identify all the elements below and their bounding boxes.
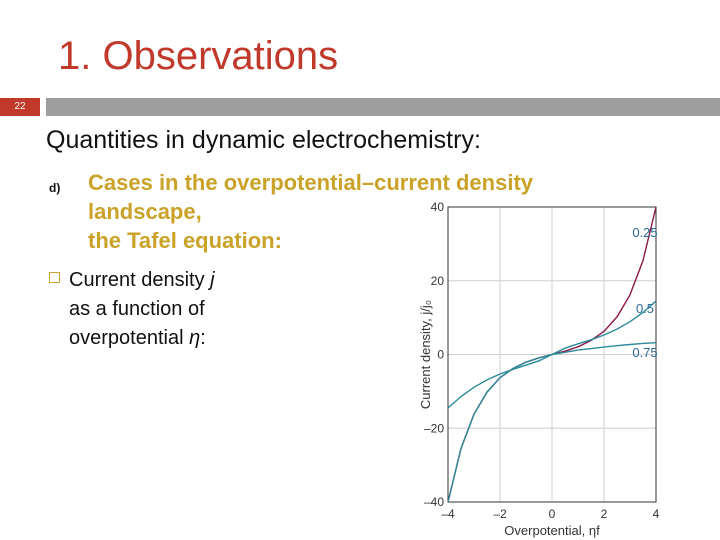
x-tick-label: –2 bbox=[493, 507, 507, 521]
bullet2-colon: : bbox=[200, 327, 206, 349]
bullet2-line1-text: Current density bbox=[69, 269, 211, 291]
y-axis-label: Current density, j/j₀ bbox=[418, 300, 433, 409]
series-labels: 0.25 0.5 0.75 bbox=[632, 225, 657, 360]
item-d-line2: landscape, bbox=[88, 199, 202, 224]
page-number: 22 bbox=[14, 101, 26, 112]
section-heading: Quantities in dynamic electrochemistry: bbox=[46, 126, 481, 154]
page-number-bar: 22 bbox=[0, 98, 40, 116]
item-d-text: Cases in the overpotential–current densi… bbox=[88, 168, 648, 255]
bullet2-line2: as a function of bbox=[69, 298, 205, 320]
series-label: 0.25 bbox=[632, 225, 657, 240]
item-d-line3: the Tafel equation: bbox=[88, 228, 282, 253]
chart-series bbox=[447, 206, 657, 503]
x-tick-label: 2 bbox=[601, 507, 608, 521]
bullet2-line3-text: overpotential bbox=[69, 327, 190, 349]
var-j: j bbox=[210, 269, 215, 291]
x-tick-label: 0 bbox=[549, 507, 556, 521]
x-axis-label: Overpotential, ηf bbox=[504, 523, 600, 538]
plot-frame bbox=[447, 206, 657, 503]
y-tick-label: –20 bbox=[424, 421, 444, 435]
y-tick-label: 40 bbox=[431, 200, 445, 214]
y-tick-label: –40 bbox=[424, 495, 444, 509]
item-d-line1: Cases in the overpotential–current densi… bbox=[88, 170, 534, 195]
title-divider-bar bbox=[46, 98, 720, 116]
series-label: 0.5 bbox=[636, 301, 654, 316]
square-bullet-icon bbox=[49, 272, 60, 283]
item-d-marker: d) bbox=[49, 181, 61, 195]
slide-title: 1. Observations bbox=[58, 34, 339, 78]
series-line-0-75 bbox=[447, 342, 657, 503]
x-tick-label: 4 bbox=[653, 507, 660, 521]
y-tick-label: 20 bbox=[431, 274, 445, 288]
y-tick-label: 0 bbox=[437, 348, 444, 362]
var-eta: η bbox=[189, 327, 201, 349]
x-tick-label: –4 bbox=[441, 507, 455, 521]
bullet-current-density: Current density j as a function of overp… bbox=[69, 266, 215, 353]
series-label: 0.75 bbox=[632, 345, 657, 360]
